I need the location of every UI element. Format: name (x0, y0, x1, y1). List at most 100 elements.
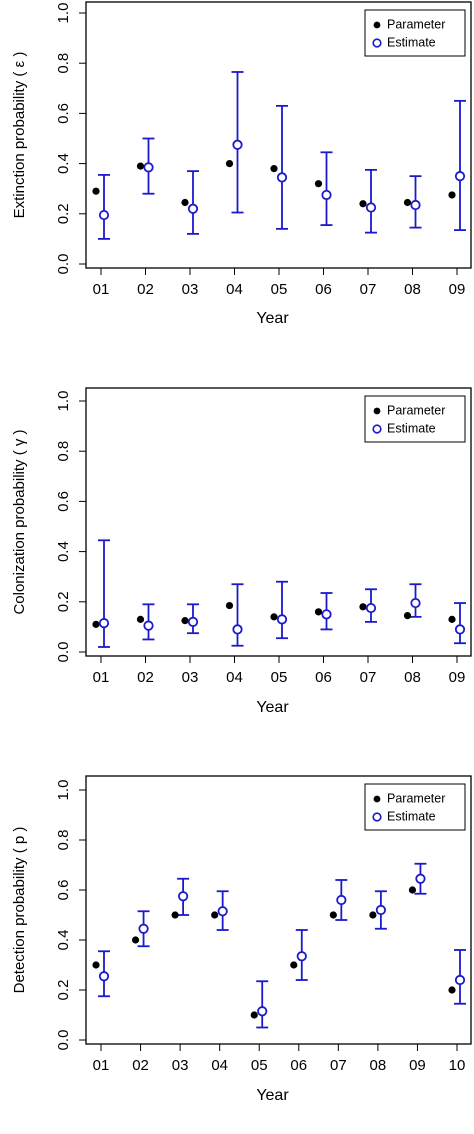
x-tick-label: 07 (360, 669, 377, 686)
x-tick-label: 06 (290, 1057, 307, 1074)
parameter-point (270, 613, 278, 621)
parameter-point (359, 603, 367, 611)
parameter-point (250, 1011, 258, 1019)
x-tick-label: 04 (226, 669, 243, 686)
parameter-point (181, 198, 189, 207)
parameter-point (369, 911, 377, 919)
y-tick-label: 0.6 (55, 103, 72, 124)
legend-estimate-marker (372, 38, 382, 48)
parameter-point (448, 986, 456, 994)
legend-parameter-marker (373, 795, 381, 803)
y-tick-label: 0.0 (55, 254, 72, 275)
estimate-point (276, 172, 288, 183)
estimate-point (336, 894, 347, 906)
estimate-point (454, 974, 466, 986)
x-tick-label: 07 (330, 1057, 347, 1074)
estimate-point (187, 616, 199, 627)
y-tick-label: 0.0 (55, 1030, 72, 1051)
estimate-point (98, 209, 110, 221)
legend-parameter-marker (373, 407, 381, 415)
legend-box (364, 395, 466, 443)
legend-estimate-marker (372, 424, 382, 434)
parameter-point (290, 961, 298, 969)
estimate-point (321, 189, 332, 201)
estimate-point (321, 609, 332, 620)
chart-panel-1: 0.0 0.2 0.4 0.6 0.8 1.0 Extinction probability… (11, 1, 472, 327)
x-tick-label: 01 (93, 281, 110, 298)
parameter-point (403, 198, 412, 207)
x-tick-label: 05 (271, 669, 288, 686)
legend-estimate-label: Estimate (387, 421, 436, 435)
y-tick-label: 1.0 (55, 3, 72, 24)
parameter-point (270, 165, 278, 173)
legend: Parameter Estimate (364, 783, 466, 831)
estimate-point (276, 614, 288, 625)
y-axis-title: Colonization probability ( γ ) (11, 429, 28, 614)
x-tick-label: 02 (137, 669, 154, 686)
legend-box (364, 783, 466, 831)
legend-parameter-label: Parameter (387, 17, 445, 31)
estimate-point (217, 906, 228, 917)
x-tick-label: 02 (137, 281, 154, 298)
chart-panel-3: 0.0 0.2 0.4 0.6 0.8 1.0 Detection probability … (11, 775, 472, 1104)
parameter-point (131, 936, 140, 944)
y-axis-title: Detection probability ( p ) (11, 827, 28, 994)
parameter-point (225, 601, 234, 610)
parameter-point (448, 615, 456, 623)
y-tick-label: 0.8 (55, 830, 72, 851)
x-tick-label: 01 (93, 669, 110, 686)
parameter-point (314, 608, 323, 616)
legend: Parameter Estimate (364, 395, 466, 443)
parameter-point (136, 162, 145, 170)
parameter-point (92, 187, 100, 195)
y-tick-label: 0.4 (55, 541, 72, 562)
x-axis-title: Year (256, 699, 289, 716)
legend-box (364, 9, 466, 57)
parameter-point (92, 961, 100, 969)
estimate-point (232, 139, 243, 150)
estimate-point (410, 597, 421, 609)
legend-estimate-label: Estimate (387, 35, 436, 49)
parameter-point (448, 191, 456, 199)
estimate-point (257, 1006, 268, 1017)
x-tick-label: 08 (404, 669, 421, 686)
chart-panel-2: 0.0 0.2 0.4 0.6 0.8 1.0 Colonization probabili… (11, 387, 472, 716)
x-tick-label: 09 (409, 1057, 426, 1074)
estimate-point (232, 624, 243, 635)
x-tick-label: 06 (315, 281, 332, 298)
parameter-point (92, 620, 100, 628)
x-tick-label: 03 (172, 1057, 189, 1074)
estimate-point (454, 624, 466, 635)
x-tick-label: 03 (182, 281, 199, 298)
estimate-point (98, 618, 110, 629)
x-tick-label: 09 (449, 281, 466, 298)
estimate-point (143, 620, 154, 631)
legend-estimate-marker (372, 812, 382, 822)
x-tick-label: 02 (132, 1057, 149, 1074)
estimate-point (143, 162, 154, 173)
x-tick-label: 08 (404, 281, 421, 298)
estimate-point (187, 203, 199, 214)
y-tick-label: 1.0 (55, 780, 72, 801)
estimate-point (375, 904, 386, 916)
estimate-point (410, 199, 421, 211)
x-tick-label: 05 (251, 1057, 268, 1074)
legend-parameter-marker (373, 21, 381, 29)
parameter-point (136, 615, 145, 623)
parameter-point (329, 911, 337, 919)
parameter-point (225, 160, 234, 168)
estimate-point (178, 891, 189, 902)
y-tick-label: 0.4 (55, 153, 72, 174)
x-tick-label: 03 (182, 669, 199, 686)
parameter-point (211, 911, 219, 919)
y-tick-label: 0.8 (55, 53, 72, 74)
x-tick-label: 06 (315, 669, 332, 686)
y-tick-label: 0.6 (55, 491, 72, 512)
y-tick-label: 0.0 (55, 642, 72, 663)
parameter-point (403, 612, 412, 620)
x-tick-label: 10 (449, 1057, 466, 1074)
parameter-point (408, 886, 417, 894)
x-axis-title: Year (256, 1087, 289, 1104)
plot-frame (85, 775, 472, 1045)
y-tick-label: 1.0 (55, 391, 72, 412)
